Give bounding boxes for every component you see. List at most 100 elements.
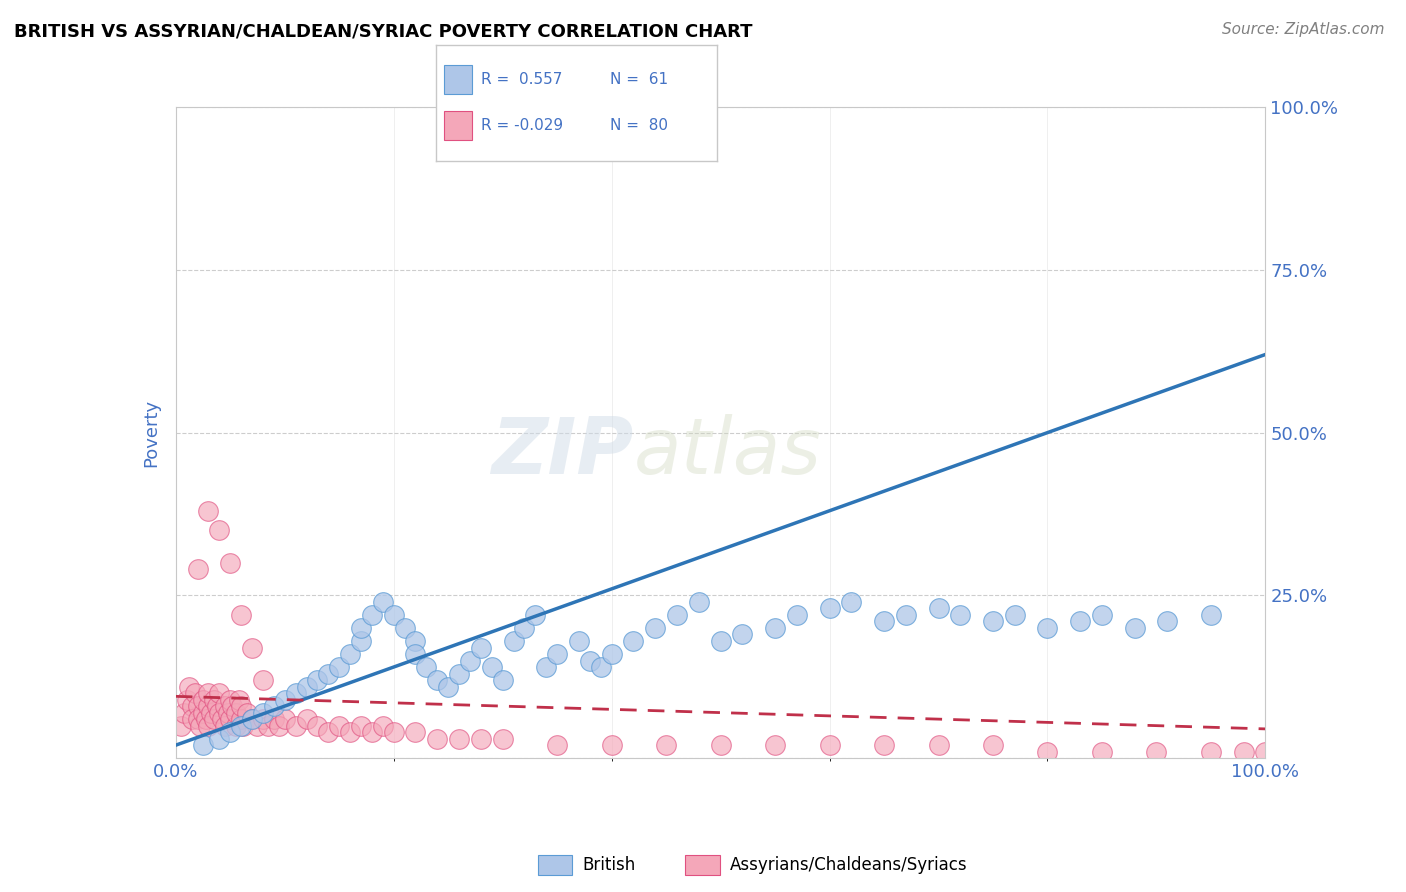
Point xyxy=(235,706,257,720)
FancyBboxPatch shape xyxy=(686,855,720,875)
Point xyxy=(197,719,219,733)
Point xyxy=(415,660,437,674)
Point xyxy=(318,725,340,739)
Point xyxy=(295,712,318,726)
Point xyxy=(492,731,515,746)
Point xyxy=(181,699,204,714)
Point xyxy=(197,686,219,700)
Point xyxy=(600,647,623,661)
Point xyxy=(219,692,242,706)
Point xyxy=(350,719,373,733)
Point xyxy=(228,692,250,706)
Point xyxy=(492,673,515,687)
Point xyxy=(205,699,228,714)
Point xyxy=(184,686,207,700)
Point xyxy=(252,706,274,720)
Point xyxy=(1156,615,1178,629)
Point xyxy=(447,731,470,746)
Point xyxy=(307,673,329,687)
Point xyxy=(197,699,219,714)
Text: British: British xyxy=(582,856,636,874)
Point xyxy=(208,706,231,720)
Point xyxy=(295,680,318,694)
Point xyxy=(328,719,350,733)
Point xyxy=(502,634,524,648)
Point xyxy=(214,699,236,714)
Point xyxy=(350,621,373,635)
Point xyxy=(1233,745,1256,759)
Point xyxy=(361,607,384,622)
Point xyxy=(447,666,470,681)
Text: BRITISH VS ASSYRIAN/CHALDEAN/SYRIAC POVERTY CORRELATION CHART: BRITISH VS ASSYRIAN/CHALDEAN/SYRIAC POVE… xyxy=(14,22,752,40)
Point xyxy=(731,627,754,641)
Point xyxy=(240,712,263,726)
Point xyxy=(232,719,254,733)
Text: R = -0.029: R = -0.029 xyxy=(481,119,562,133)
Point xyxy=(426,731,449,746)
Point xyxy=(1036,745,1059,759)
Point xyxy=(1091,745,1114,759)
Point xyxy=(361,725,384,739)
Point xyxy=(1146,745,1168,759)
Point xyxy=(350,634,373,648)
Point xyxy=(181,712,204,726)
Point xyxy=(219,725,242,739)
Point xyxy=(240,640,263,655)
Point xyxy=(274,692,297,706)
Point xyxy=(600,738,623,752)
Point xyxy=(307,719,329,733)
FancyBboxPatch shape xyxy=(444,112,472,140)
Point xyxy=(186,699,209,714)
Point xyxy=(371,719,394,733)
Point xyxy=(644,621,666,635)
Point xyxy=(1199,745,1222,759)
Point xyxy=(1069,615,1091,629)
Point xyxy=(546,647,568,661)
Point xyxy=(981,615,1004,629)
Point xyxy=(208,731,231,746)
FancyBboxPatch shape xyxy=(538,855,572,875)
Point xyxy=(1199,607,1222,622)
Point xyxy=(188,719,211,733)
Point xyxy=(873,615,896,629)
Point xyxy=(546,738,568,752)
Point xyxy=(170,719,193,733)
Point xyxy=(382,607,405,622)
Point xyxy=(339,725,361,739)
Point xyxy=(763,738,786,752)
Point xyxy=(263,699,285,714)
Text: atlas: atlas xyxy=(633,414,821,491)
Point xyxy=(284,686,307,700)
Point xyxy=(818,738,841,752)
Point xyxy=(208,686,231,700)
Point xyxy=(1036,621,1059,635)
Point xyxy=(666,607,689,622)
Text: R =  0.557: R = 0.557 xyxy=(481,72,562,87)
Point xyxy=(589,660,612,674)
Point xyxy=(949,607,972,622)
Point xyxy=(225,706,247,720)
Point xyxy=(894,607,917,622)
Point xyxy=(318,666,340,681)
Point xyxy=(470,731,492,746)
Point xyxy=(252,673,274,687)
Text: N =  61: N = 61 xyxy=(610,72,668,87)
Point xyxy=(763,621,786,635)
Point xyxy=(928,601,950,615)
Point xyxy=(269,719,291,733)
Point xyxy=(818,601,841,615)
Point xyxy=(981,738,1004,752)
Point xyxy=(688,595,710,609)
Point xyxy=(339,647,361,661)
Point xyxy=(191,706,214,720)
Point xyxy=(1254,745,1277,759)
Point xyxy=(873,738,896,752)
Point xyxy=(177,680,200,694)
Point xyxy=(211,712,233,726)
Point xyxy=(1004,607,1026,622)
Point xyxy=(225,719,247,733)
Point xyxy=(481,660,503,674)
Point xyxy=(231,719,253,733)
Point xyxy=(710,738,733,752)
Point xyxy=(231,607,253,622)
